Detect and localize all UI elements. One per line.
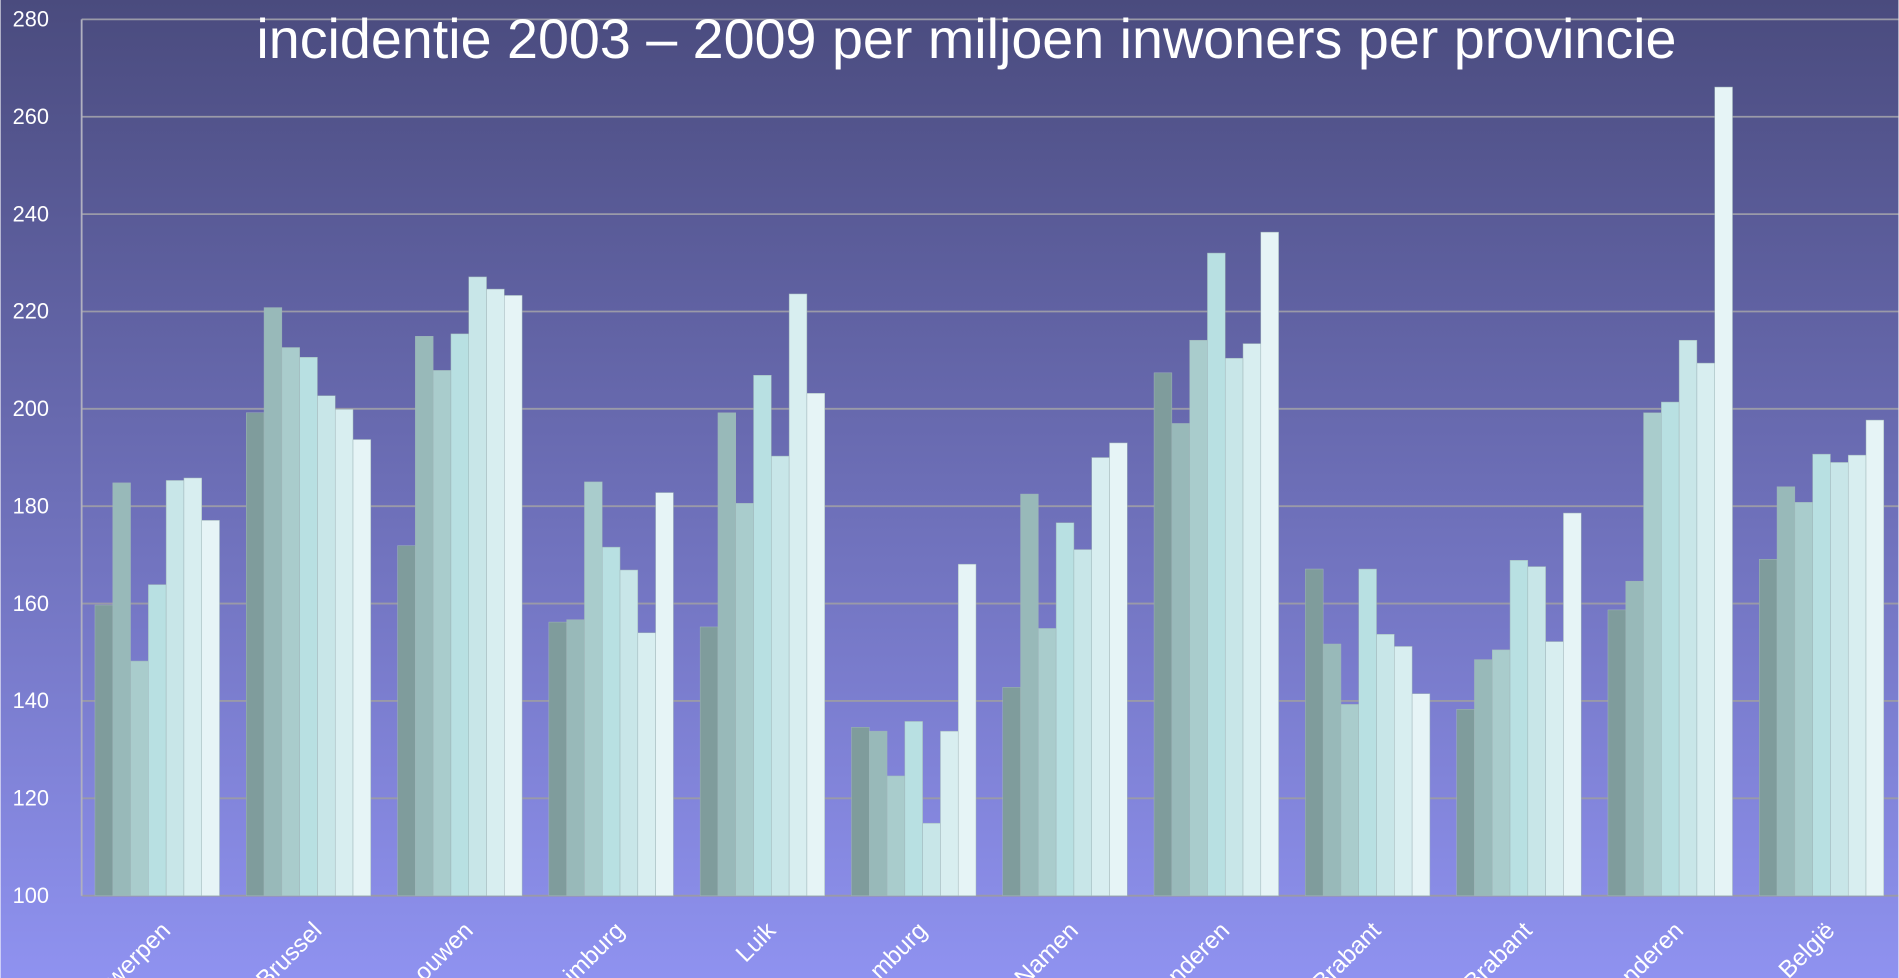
bar [1714,86,1733,896]
bar [637,632,656,896]
bar [317,395,336,896]
y-tick-label: 220 [13,299,49,324]
bar [1305,568,1324,896]
bar [566,619,585,896]
bar [886,775,906,896]
bar [922,822,941,896]
y-tick-label: 140 [13,688,49,713]
bar [1242,343,1262,896]
bar [468,276,487,896]
bar [183,477,202,896]
bar [1002,687,1021,896]
y-tick-label: 200 [13,396,49,421]
bar [753,375,772,896]
bar [1776,486,1796,896]
bar [450,333,469,896]
bar [1545,641,1564,896]
bar [112,482,131,896]
bar [352,439,372,896]
bar [1038,628,1057,896]
bar [246,412,265,896]
bar [771,455,790,896]
bar [334,409,354,896]
bar [619,569,639,896]
bar [486,288,505,896]
bar [1812,453,1831,896]
bar [584,481,603,896]
bar [940,730,959,896]
y-tick-label: 100 [13,883,49,908]
bar [1189,339,1208,896]
bar [1491,649,1511,896]
bar [717,412,736,896]
bar [957,563,977,896]
bar [1171,423,1190,896]
bar [655,492,674,896]
bar [148,584,167,896]
bar [1865,419,1885,896]
bar [1830,462,1849,896]
bar [1153,372,1173,896]
chart-title: incidentie 2003 – 2009 per miljoen inwon… [256,8,1676,70]
bar [869,730,888,896]
bar [281,347,300,896]
bar [299,356,318,896]
bar [1020,493,1039,896]
bar [1759,559,1778,896]
bar [548,621,567,896]
bar [415,336,434,896]
bar [1607,609,1626,896]
bar [504,295,523,896]
bar [1509,560,1529,896]
bar [165,480,185,896]
y-tick-label: 160 [13,591,49,616]
bar [1055,522,1075,896]
bar [1794,502,1813,896]
bar [1643,412,1662,896]
bar [1109,442,1128,896]
y-tick-label: 240 [13,201,49,226]
bar [1696,362,1715,896]
bar [1224,357,1244,896]
bar [1394,646,1413,896]
bar [94,604,113,896]
bar [1847,454,1867,896]
bar [1625,580,1644,896]
bar [1207,252,1226,896]
bar [432,370,452,896]
bar [806,393,825,896]
bar [1678,339,1698,896]
bar [904,721,923,896]
bar [788,293,808,896]
y-tick-label: 180 [13,493,49,518]
bar [130,660,149,896]
bar [397,545,416,896]
y-tick-label: 260 [13,104,49,129]
bar [1322,643,1342,896]
bar [1563,512,1582,896]
bar [1358,568,1377,896]
bar [1091,457,1110,896]
bar [263,307,283,896]
bar [1661,401,1680,896]
y-tick-label: 120 [13,786,49,811]
bar [1456,708,1475,896]
bar [601,546,621,896]
bar [735,503,754,896]
bar [1527,566,1546,896]
bar [1376,634,1395,896]
bar [1260,231,1279,896]
bar [851,727,870,896]
bar [201,520,220,896]
y-tick-label: 280 [13,7,49,32]
bar [1411,693,1431,896]
bar [1340,704,1359,896]
bar [1474,659,1493,896]
bar [1073,549,1092,896]
bar [699,626,719,896]
